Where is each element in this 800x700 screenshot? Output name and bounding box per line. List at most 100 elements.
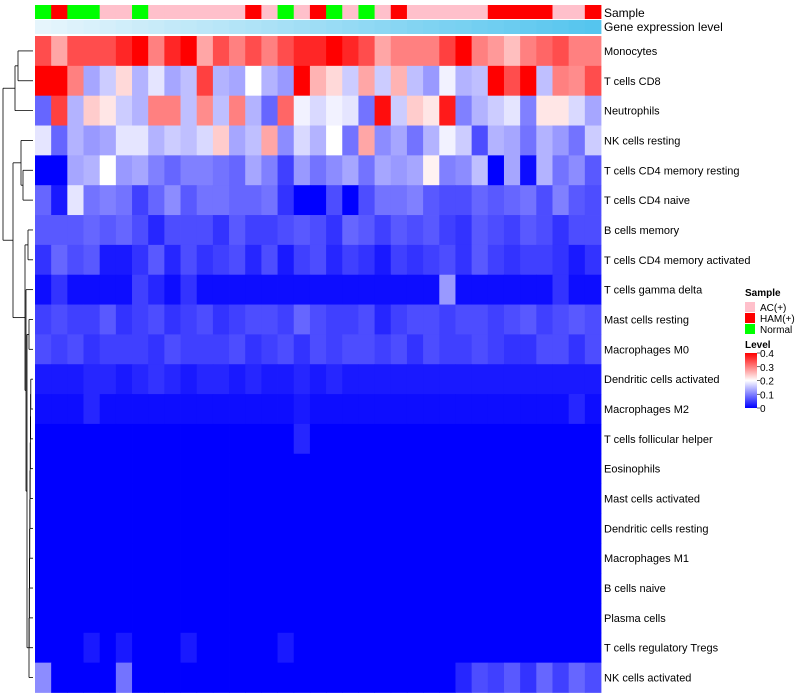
heatmap-cell — [229, 453, 246, 484]
heatmap-cell — [584, 244, 602, 276]
heatmap-cell — [164, 543, 181, 574]
heatmap-cell — [374, 185, 392, 216]
heatmap-cell — [35, 453, 52, 484]
heatmap-cell — [293, 364, 311, 395]
heatmap-cell — [212, 215, 230, 246]
heatmap-cell — [374, 155, 392, 186]
heatmap-cell — [503, 304, 521, 335]
gene-expression-track-cell — [536, 20, 553, 34]
heatmap-cell — [99, 394, 117, 425]
heatmap-cell — [552, 364, 570, 395]
heatmap-cell — [374, 274, 392, 305]
heatmap-cell — [180, 483, 198, 514]
heatmap-cell — [148, 65, 165, 97]
heatmap-cell — [439, 662, 456, 693]
heatmap-cell — [374, 36, 392, 67]
heatmap-cell — [406, 483, 424, 514]
heatmap-cell — [309, 662, 327, 693]
heatmap-cell — [326, 185, 343, 216]
heatmap-cell — [132, 155, 149, 186]
heatmap-cell — [261, 453, 278, 484]
heatmap-cell — [520, 662, 537, 693]
heatmap-cell — [455, 304, 473, 335]
heatmap-cell — [552, 602, 570, 634]
heatmap-cell — [584, 334, 602, 365]
heatmap-cell — [423, 304, 440, 335]
heatmap-cell — [83, 394, 101, 425]
heatmap-cell — [423, 65, 440, 97]
heatmap-cell — [212, 65, 230, 97]
heatmap-cell — [229, 304, 246, 335]
sample-track-cell — [67, 5, 84, 19]
heatmap-cell — [423, 543, 440, 574]
heatmap-cell — [455, 155, 473, 186]
heatmap-cell — [374, 394, 392, 425]
heatmap-cell — [261, 215, 278, 246]
heatmap-cell — [536, 185, 553, 216]
heatmap-cell — [196, 334, 214, 365]
heatmap-cell — [83, 334, 101, 365]
heatmap-cell — [245, 662, 262, 693]
heatmap-cell — [406, 125, 424, 156]
legend-level-tick-label: 0.1 — [760, 390, 774, 401]
heatmap-cell — [423, 513, 440, 544]
heatmap-cell — [83, 423, 101, 455]
heatmap-cell — [229, 423, 246, 455]
heatmap-cell — [164, 662, 181, 693]
sample-track-cell — [180, 5, 198, 19]
heatmap-cell — [503, 483, 521, 514]
heatmap-cell — [212, 453, 230, 484]
heatmap-cell — [471, 95, 489, 126]
heatmap-cell — [164, 573, 181, 604]
heatmap-cell — [326, 125, 343, 156]
heatmap-cell — [115, 394, 133, 425]
sample-track-cell — [423, 5, 440, 19]
row-label: Dendritic cells resting — [604, 523, 709, 535]
sample-track-cell — [309, 5, 327, 19]
heatmap-cell — [67, 394, 84, 425]
row-label: Eosinophils — [604, 464, 661, 476]
heatmap-cell — [51, 334, 68, 365]
heatmap-cell — [261, 662, 278, 693]
heatmap-cell — [568, 573, 586, 604]
heatmap-cell — [212, 483, 230, 514]
heatmap-cell — [132, 453, 149, 484]
heatmap-cell — [390, 483, 408, 514]
heatmap-cell — [309, 304, 327, 335]
heatmap-cell — [439, 423, 456, 455]
heatmap-cell — [455, 662, 473, 693]
heatmap-cell — [35, 423, 52, 455]
heatmap-cell — [115, 274, 133, 305]
heatmap-cell — [245, 602, 262, 634]
heatmap-cell — [261, 483, 278, 514]
heatmap-cell — [390, 573, 408, 604]
sample-track-cell — [164, 5, 181, 19]
heatmap-cell — [584, 215, 602, 246]
heatmap-cell — [552, 334, 570, 365]
heatmap-cell — [568, 364, 586, 395]
heatmap-cell — [503, 244, 521, 276]
heatmap-cell — [487, 364, 505, 395]
heatmap-cell — [99, 125, 117, 156]
heatmap-cell — [277, 364, 295, 395]
heatmap-cell — [229, 513, 246, 544]
heatmap-cell — [35, 155, 52, 186]
heatmap-cell — [552, 215, 570, 246]
heatmap-cell — [552, 453, 570, 484]
heatmap-cell — [568, 36, 586, 67]
heatmap-cell — [132, 543, 149, 574]
heatmap-cell — [536, 602, 553, 634]
heatmap-cell — [83, 185, 101, 216]
heatmap-cell — [83, 155, 101, 186]
heatmap-cell — [67, 244, 84, 276]
heatmap-cell — [520, 423, 537, 455]
heatmap-cell — [51, 513, 68, 544]
heatmap-cell — [51, 632, 68, 664]
heatmap-cell — [115, 334, 133, 365]
heatmap-cell — [115, 95, 133, 126]
heatmap-cell — [180, 334, 198, 365]
sample-track-cell — [584, 5, 602, 19]
heatmap-cell — [196, 394, 214, 425]
heatmap-cell — [164, 602, 181, 634]
